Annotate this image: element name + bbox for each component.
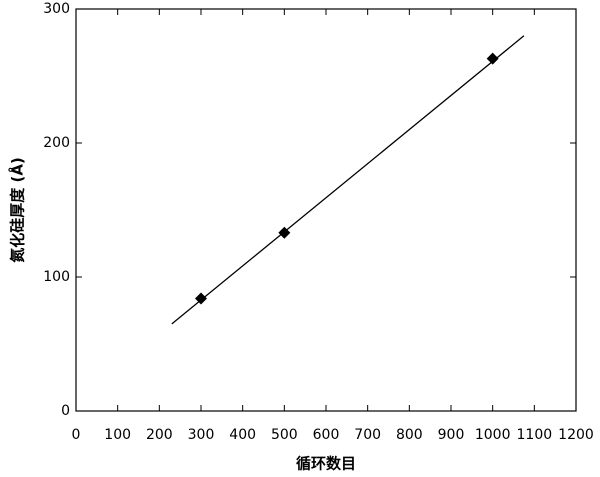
data-point [195, 292, 207, 305]
x-tick-label: 0 [72, 427, 81, 443]
x-tick-label: 800 [396, 427, 423, 443]
fit-line [171, 35, 525, 325]
y-tick-label: 0 [61, 403, 70, 419]
data-point [486, 52, 499, 65]
x-tick-label: 500 [271, 427, 298, 443]
x-tick-label: 900 [438, 427, 465, 443]
y-tick-label: 100 [43, 269, 70, 285]
x-tick-label: 700 [354, 427, 381, 443]
x-axis-title: 循环数目 [296, 455, 356, 473]
y-tick-label: 200 [43, 135, 70, 151]
x-tick-label: 100 [104, 427, 131, 443]
x-tick-label: 600 [313, 427, 340, 443]
y-tick-label: 300 [43, 1, 70, 17]
x-tick-label: 300 [188, 427, 215, 443]
x-tick-label: 1000 [475, 427, 511, 443]
x-tick-label: 1200 [558, 427, 594, 443]
x-tick-label: 1100 [517, 427, 553, 443]
plot-frame [75, 8, 577, 412]
data-point [278, 226, 291, 239]
x-tick-label: 400 [229, 427, 256, 443]
x-tick-label: 200 [146, 427, 173, 443]
y-axis-title: 氮化硅厚度 (Å) [8, 157, 27, 263]
